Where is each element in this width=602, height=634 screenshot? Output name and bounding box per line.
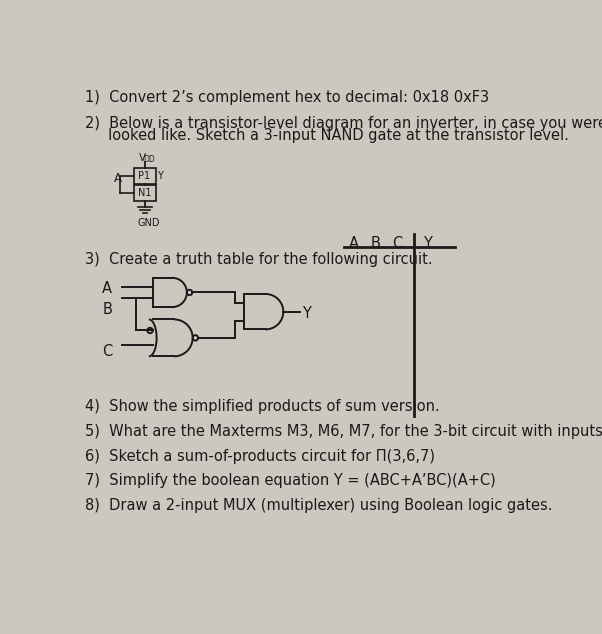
Text: 4)  Show the simplified products of sum version.: 4) Show the simplified products of sum v…	[84, 399, 439, 415]
Text: looked like. Sketch a 3-input NAND gate at the transistor level.: looked like. Sketch a 3-input NAND gate …	[84, 129, 568, 143]
Text: 3)  Create a truth table for the following circuit.: 3) Create a truth table for the followin…	[84, 252, 432, 267]
Text: B: B	[371, 236, 381, 251]
Text: B: B	[102, 302, 112, 317]
Text: C: C	[392, 236, 402, 251]
Text: A: A	[114, 172, 122, 185]
Bar	[134, 169, 156, 184]
Text: DD: DD	[143, 155, 155, 164]
Text: A: A	[102, 281, 113, 296]
Text: Y: Y	[157, 171, 163, 181]
Text: GND: GND	[137, 217, 160, 228]
Text: 7)  Simplify the boolean equation Y = (ABC+A’BC)(A+C): 7) Simplify the boolean equation Y = (AB…	[84, 474, 495, 488]
Text: A: A	[349, 236, 359, 251]
Text: P1: P1	[138, 171, 150, 181]
Text: 8)  Draw a 2-input MUX (multiplexer) using Boolean logic gates.: 8) Draw a 2-input MUX (multiplexer) usin…	[84, 498, 552, 513]
Text: 2)  Below is a transistor-level diagram for an inverter, in case you were curiou: 2) Below is a transistor-level diagram f…	[84, 116, 602, 131]
Text: 6)  Sketch a sum-of-products circuit for Π(3,6,7): 6) Sketch a sum-of-products circuit for …	[84, 449, 435, 463]
Text: V: V	[139, 153, 146, 163]
Text: N1: N1	[138, 188, 152, 198]
Bar	[134, 185, 156, 201]
Text: 5)  What are the Maxterms M3, M6, M7, for the 3-bit circuit with inputs A, B, C?: 5) What are the Maxterms M3, M6, M7, for…	[84, 424, 602, 439]
Text: Y: Y	[423, 236, 432, 251]
Text: 1)  Convert 2’s complement hex to decimal: 0x18 0xF3: 1) Convert 2’s complement hex to decimal…	[84, 90, 489, 105]
Text: Y: Y	[302, 306, 311, 321]
Text: C: C	[102, 344, 113, 359]
